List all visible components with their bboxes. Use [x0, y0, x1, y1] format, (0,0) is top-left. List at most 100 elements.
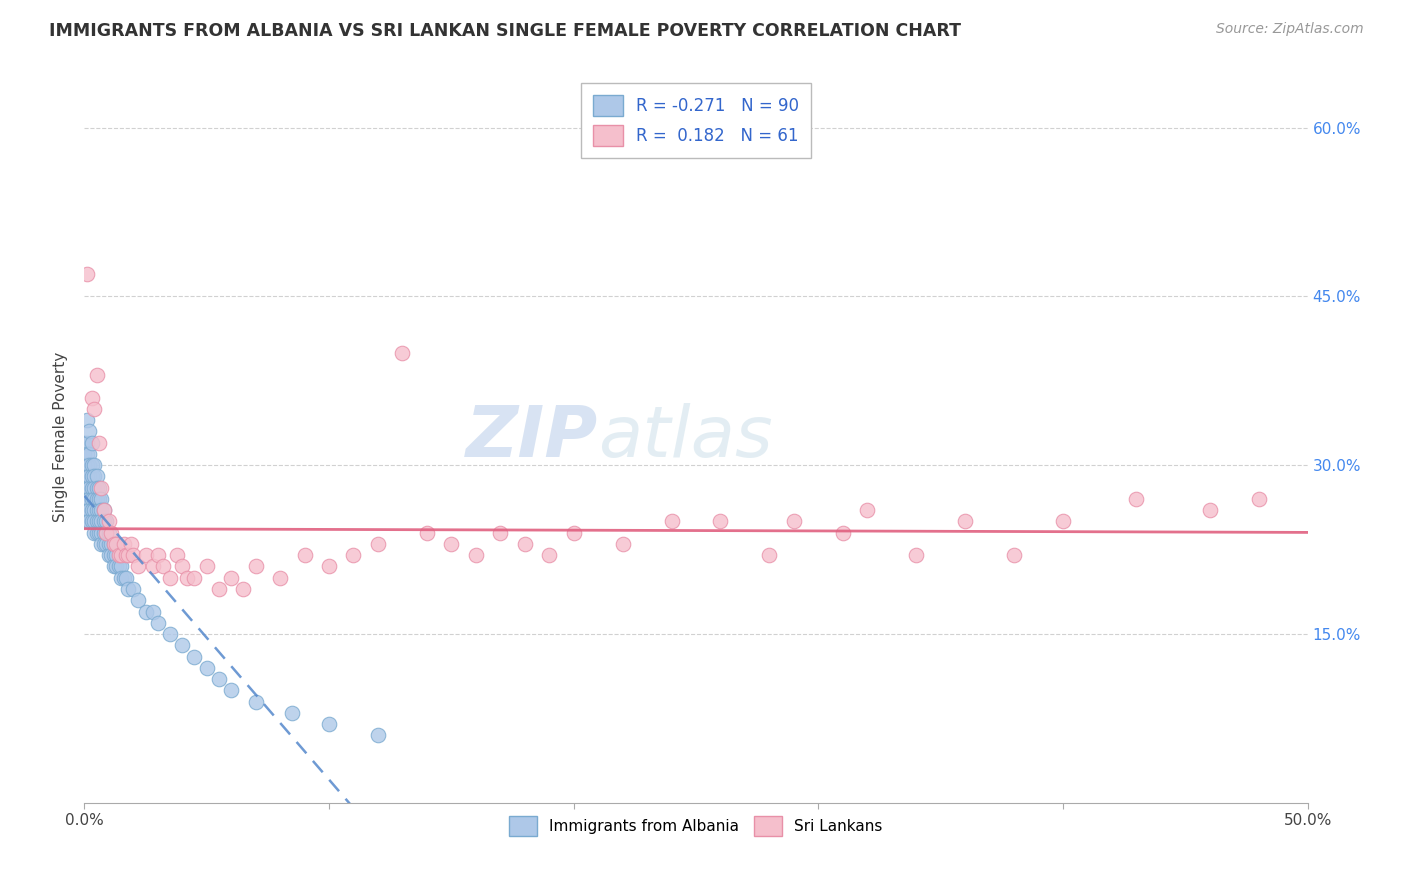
Point	[342, 548, 364, 562]
Point	[86, 481, 108, 495]
Point	[76, 481, 98, 495]
Point	[76, 469, 98, 483]
Point	[100, 537, 122, 551]
Text: Source: ZipAtlas.com: Source: ZipAtlas.com	[1216, 22, 1364, 37]
Point	[464, 548, 486, 562]
Point	[90, 537, 112, 551]
Legend: Immigrants from Albania, Sri Lankans: Immigrants from Albania, Sri Lankans	[499, 805, 893, 847]
Point	[93, 515, 115, 529]
Point	[905, 548, 928, 562]
Point	[107, 559, 129, 574]
Point	[80, 469, 103, 483]
Point	[87, 503, 110, 517]
Point	[117, 582, 139, 596]
Point	[142, 559, 165, 574]
Point	[97, 515, 120, 529]
Point	[107, 548, 129, 562]
Point	[97, 525, 120, 540]
Point	[77, 503, 100, 517]
Point	[115, 548, 138, 562]
Point	[440, 537, 463, 551]
Point	[122, 582, 145, 596]
Point	[97, 548, 120, 562]
Point	[122, 548, 145, 562]
Point	[83, 458, 105, 473]
Point	[856, 503, 879, 517]
Point	[73, 435, 96, 450]
Point	[77, 481, 100, 495]
Point	[80, 391, 103, 405]
Point	[76, 267, 98, 281]
Point	[100, 525, 122, 540]
Point	[831, 525, 853, 540]
Point	[77, 515, 100, 529]
Point	[232, 582, 254, 596]
Point	[105, 548, 128, 562]
Point	[219, 683, 242, 698]
Point	[73, 458, 96, 473]
Point	[709, 515, 731, 529]
Point	[86, 368, 108, 383]
Point	[96, 515, 118, 529]
Point	[90, 515, 112, 529]
Point	[86, 515, 108, 529]
Point	[90, 525, 112, 540]
Point	[103, 548, 125, 562]
Point	[117, 548, 139, 562]
Point	[294, 548, 316, 562]
Point	[83, 491, 105, 506]
Point	[80, 458, 103, 473]
Point	[96, 525, 118, 540]
Point	[783, 515, 806, 529]
Point	[83, 469, 105, 483]
Point	[76, 435, 98, 450]
Point	[96, 537, 118, 551]
Point	[612, 537, 634, 551]
Point	[127, 559, 149, 574]
Point	[90, 503, 112, 517]
Point	[80, 503, 103, 517]
Point	[93, 525, 115, 540]
Point	[77, 447, 100, 461]
Text: ZIP: ZIP	[465, 402, 598, 472]
Point	[562, 525, 585, 540]
Point	[87, 491, 110, 506]
Point	[73, 481, 96, 495]
Point	[80, 515, 103, 529]
Point	[77, 458, 100, 473]
Point	[80, 481, 103, 495]
Point	[83, 525, 105, 540]
Point	[86, 503, 108, 517]
Text: IMMIGRANTS FROM ALBANIA VS SRI LANKAN SINGLE FEMALE POVERTY CORRELATION CHART: IMMIGRANTS FROM ALBANIA VS SRI LANKAN SI…	[49, 22, 962, 40]
Point	[73, 447, 96, 461]
Point	[76, 413, 98, 427]
Point	[219, 571, 242, 585]
Point	[195, 559, 218, 574]
Point	[93, 537, 115, 551]
Point	[110, 559, 132, 574]
Point	[127, 593, 149, 607]
Point	[1247, 491, 1270, 506]
Point	[90, 481, 112, 495]
Point	[87, 481, 110, 495]
Point	[416, 525, 439, 540]
Point	[76, 503, 98, 517]
Point	[146, 548, 169, 562]
Point	[96, 525, 118, 540]
Point	[245, 559, 267, 574]
Point	[77, 469, 100, 483]
Point	[661, 515, 683, 529]
Point	[159, 627, 181, 641]
Point	[135, 548, 157, 562]
Point	[73, 469, 96, 483]
Point	[159, 571, 181, 585]
Point	[152, 559, 174, 574]
Point	[1198, 503, 1220, 517]
Point	[83, 401, 105, 416]
Point	[76, 447, 98, 461]
Point	[183, 571, 205, 585]
Point	[281, 706, 304, 720]
Point	[146, 615, 169, 630]
Point	[269, 571, 291, 585]
Point	[1052, 515, 1074, 529]
